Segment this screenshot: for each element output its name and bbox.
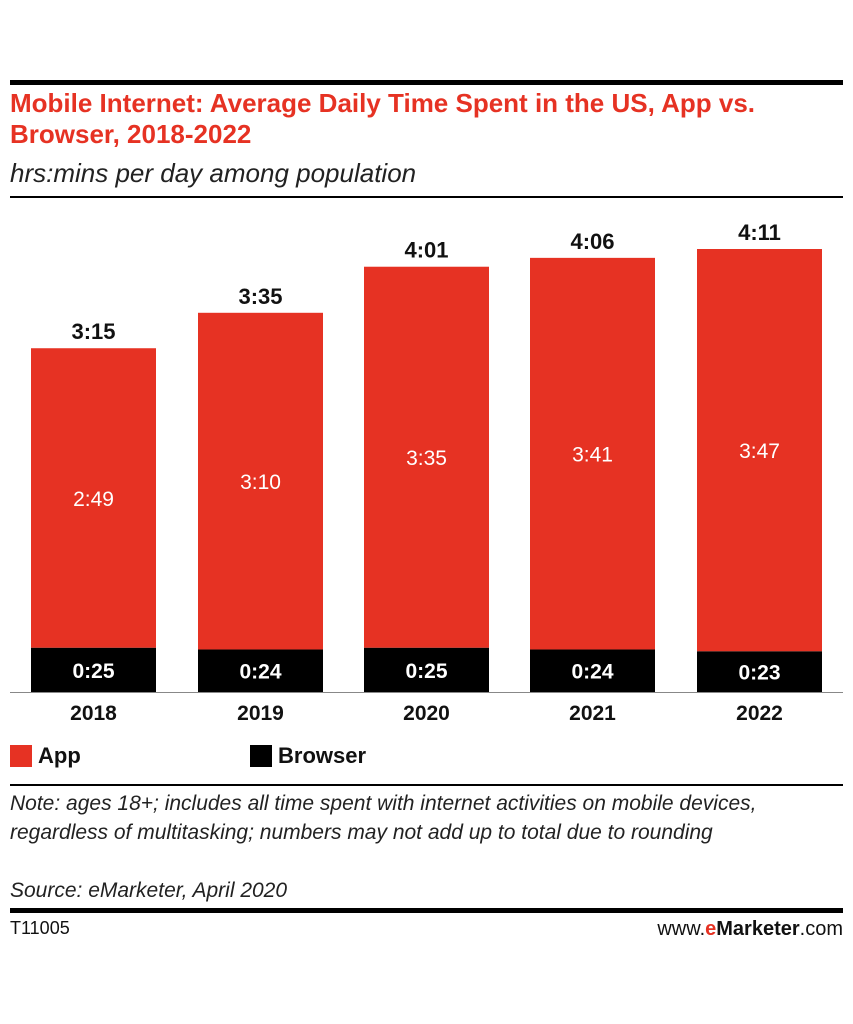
data-label-browser-2018: 0:25 — [72, 660, 114, 683]
bar-browser-2019 — [198, 649, 323, 692]
legend-label-browser: Browser — [278, 743, 367, 768]
stacked-bar-chart: 0:25 2:49 3:15 2018 0:24 3:10 3:35 2019 0:25 3:35… — [10, 220, 843, 725]
data-label-app-2018: 2:49 — [73, 488, 114, 511]
legend-swatch-app — [10, 745, 32, 767]
data-label-total-2021: 4:06 — [570, 229, 614, 254]
legend-item-app: App — [10, 741, 81, 771]
bottom-rule — [10, 908, 843, 913]
footer-divider — [10, 784, 843, 786]
site-brand: Marketer — [716, 918, 800, 940]
top-rule — [10, 80, 843, 85]
bar-browser-2020 — [364, 647, 489, 692]
x-tick-label-2020: 2020 — [403, 702, 450, 725]
data-label-browser-2020: 0:25 — [405, 660, 447, 683]
data-label-total-2018: 3:15 — [71, 319, 115, 344]
data-label-browser-2022: 0:23 — [738, 662, 780, 685]
x-tick-label-2022: 2022 — [736, 702, 783, 725]
data-label-app-2022: 3:47 — [739, 440, 780, 463]
x-tick-label-2019: 2019 — [237, 702, 284, 725]
site-e: e — [705, 918, 717, 940]
title-divider — [10, 196, 843, 198]
bar-app-2022 — [697, 249, 822, 652]
site-suffix: .com — [799, 918, 843, 940]
data-label-browser-2019: 0:24 — [239, 661, 281, 684]
bar-app-2020 — [364, 266, 489, 648]
bar-browser-2021 — [530, 649, 655, 692]
bar-browser-2022 — [697, 651, 822, 692]
data-label-total-2022: 4:11 — [738, 220, 781, 245]
x-tick-label-2018: 2018 — [70, 702, 117, 725]
data-label-total-2019: 3:35 — [238, 284, 282, 309]
chart-note: Note: ages 18+; includes all time spent … — [10, 792, 757, 844]
data-label-app-2021: 3:41 — [572, 444, 613, 467]
site-prefix: www. — [657, 918, 706, 940]
site-url[interactable]: www.eMarketer.com — [657, 918, 843, 941]
data-label-browser-2021: 0:24 — [571, 661, 613, 684]
bar-app-2018 — [31, 348, 156, 648]
chart-title: Mobile Internet: Average Daily Time Spen… — [10, 88, 755, 149]
chart-source: Source: eMarketer, April 2020 — [10, 879, 288, 902]
bar-browser-2018 — [31, 647, 156, 692]
chart-id: T11005 — [10, 918, 70, 938]
data-label-total-2020: 4:01 — [404, 238, 448, 263]
data-label-app-2020: 3:35 — [406, 447, 447, 470]
legend-label-app: App — [38, 743, 81, 768]
bar-app-2019 — [198, 312, 323, 650]
data-label-app-2019: 3:10 — [240, 471, 281, 494]
chart-subtitle: hrs:mins per day among population — [10, 158, 417, 188]
legend-item-browser: Browser — [250, 741, 366, 771]
x-tick-label-2021: 2021 — [569, 702, 616, 725]
legend-swatch-browser — [250, 745, 272, 767]
bar-app-2021 — [530, 257, 655, 650]
